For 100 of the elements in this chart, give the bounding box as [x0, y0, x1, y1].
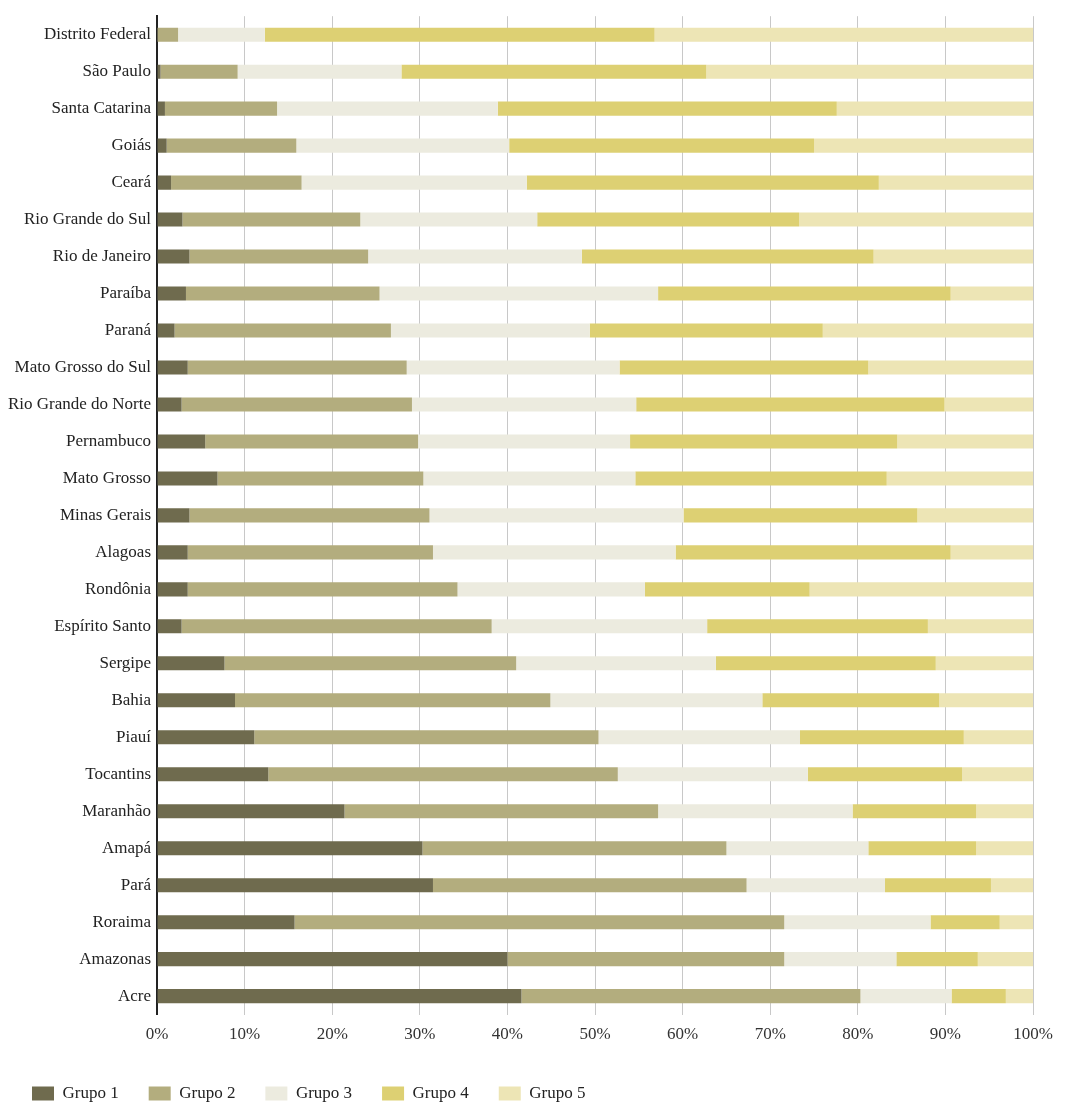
bar	[360, 212, 538, 227]
bar	[896, 952, 978, 967]
bar	[157, 878, 433, 893]
legend-label: Grupo 1	[62, 1082, 119, 1102]
x-tick-label: 100%	[1013, 1024, 1053, 1044]
bar	[726, 841, 869, 856]
bar	[589, 323, 823, 338]
bar	[976, 804, 1033, 819]
bar	[181, 619, 492, 634]
bar	[157, 286, 186, 301]
bar	[423, 471, 636, 486]
y-tick-label: São Paulo	[82, 61, 152, 81]
bar	[927, 619, 1033, 634]
bar	[368, 249, 582, 264]
bar	[157, 989, 522, 1004]
bar	[809, 582, 1033, 597]
y-tick-label: Amazonas	[79, 948, 152, 968]
bar	[746, 878, 885, 893]
bar	[581, 249, 874, 264]
bar	[157, 656, 225, 671]
bar	[822, 323, 1033, 338]
bar	[807, 767, 963, 782]
y-tick-label: Pernambuco	[66, 430, 152, 450]
y-tick-label: Goiás	[111, 135, 152, 155]
y-tick-label: Piauí	[116, 726, 152, 746]
bar	[976, 841, 1033, 856]
bar	[268, 767, 618, 782]
bar	[878, 175, 1033, 190]
y-tick-label: Amapá	[101, 837, 152, 857]
x-tick-label: 60%	[667, 1024, 699, 1044]
bar	[762, 693, 940, 708]
bar	[950, 545, 1033, 560]
bar	[658, 804, 853, 819]
y-tick-label: Maranhão	[82, 800, 152, 820]
bar	[187, 582, 458, 597]
bar	[884, 878, 991, 893]
bar	[951, 989, 1006, 1004]
bar	[509, 138, 815, 153]
bar	[157, 952, 508, 967]
bar	[205, 434, 419, 449]
bar	[658, 286, 951, 301]
y-tick-label: Rio Grande do Sul	[24, 209, 152, 229]
y-tick-label: Bahia	[111, 689, 152, 709]
bar	[157, 619, 182, 634]
bar	[157, 545, 188, 560]
x-tick-label: 40%	[491, 1024, 524, 1044]
y-tick-label: Distrito Federal	[43, 24, 152, 44]
bar	[164, 101, 278, 116]
bar	[224, 656, 517, 671]
bar	[187, 545, 433, 560]
bar	[160, 64, 238, 79]
bar	[432, 545, 676, 560]
bar	[157, 138, 167, 153]
bar	[264, 27, 655, 42]
bar	[157, 582, 188, 597]
bar	[868, 841, 977, 856]
bar	[157, 212, 183, 227]
bar	[235, 693, 551, 708]
bar	[182, 212, 361, 227]
y-tick-label: Paraíba	[100, 283, 152, 302]
bar	[860, 989, 952, 1004]
bar	[868, 360, 1033, 375]
bar	[897, 434, 1033, 449]
bar	[707, 619, 928, 634]
bar	[516, 656, 716, 671]
bar	[406, 360, 620, 375]
bar	[189, 508, 430, 523]
y-tick-label: Acre	[118, 985, 152, 1005]
bar	[157, 730, 255, 745]
bar	[174, 323, 391, 338]
bar	[715, 656, 936, 671]
bar	[619, 360, 869, 375]
bar	[379, 286, 659, 301]
bar	[873, 249, 1033, 264]
bar	[977, 952, 1033, 967]
bar	[157, 471, 218, 486]
bar	[422, 841, 727, 856]
bar	[886, 471, 1033, 486]
bar	[157, 323, 175, 338]
bar	[178, 27, 265, 42]
bar	[917, 508, 1033, 523]
legend-label: Grupo 5	[529, 1082, 586, 1102]
x-tick-label: 10%	[229, 1024, 261, 1044]
y-tick-label: Tocantins	[85, 763, 152, 783]
bar	[526, 175, 879, 190]
y-tick-label: Rio Grande do Norte	[7, 393, 152, 413]
bar	[277, 101, 498, 116]
bar	[294, 915, 785, 930]
bar	[157, 101, 165, 116]
bar	[157, 804, 345, 819]
bar	[950, 286, 1033, 301]
x-tick-label: 50%	[579, 1024, 611, 1044]
bar	[636, 397, 945, 412]
bar	[617, 767, 808, 782]
y-tick-label: Paraná	[104, 319, 152, 339]
bar	[598, 730, 800, 745]
bar	[157, 175, 172, 190]
legend-label: Grupo 4	[412, 1082, 470, 1102]
bar	[157, 508, 190, 523]
y-tick-label: Ceará	[111, 172, 152, 192]
